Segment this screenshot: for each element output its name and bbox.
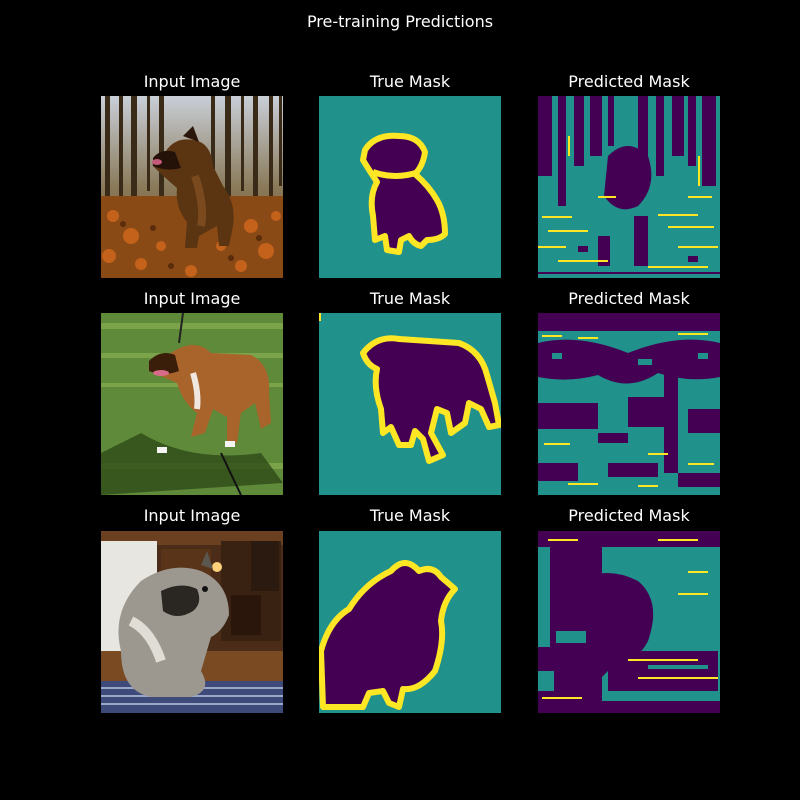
true-mask — [319, 313, 501, 495]
input-image — [101, 96, 283, 278]
input-image-title: Input Image — [143, 72, 241, 91]
true-mask-title: True Mask — [369, 289, 451, 308]
predicted-mask — [538, 96, 720, 278]
predicted-mask-title: Predicted Mask — [568, 506, 690, 525]
input-image-title: Input Image — [143, 289, 241, 308]
predicted-mask-title: Predicted Mask — [568, 289, 690, 308]
input-image — [101, 313, 283, 495]
true-mask-title: True Mask — [369, 506, 451, 525]
true-mask — [319, 531, 501, 713]
true-mask — [319, 96, 501, 278]
true-mask-title: True Mask — [369, 72, 451, 91]
predicted-mask-title: Predicted Mask — [568, 72, 690, 91]
predicted-mask — [538, 313, 720, 495]
figure-title: Pre-training Predictions — [306, 12, 494, 31]
input-image-title: Input Image — [143, 506, 241, 525]
predicted-mask — [538, 531, 720, 713]
input-image — [101, 531, 283, 713]
